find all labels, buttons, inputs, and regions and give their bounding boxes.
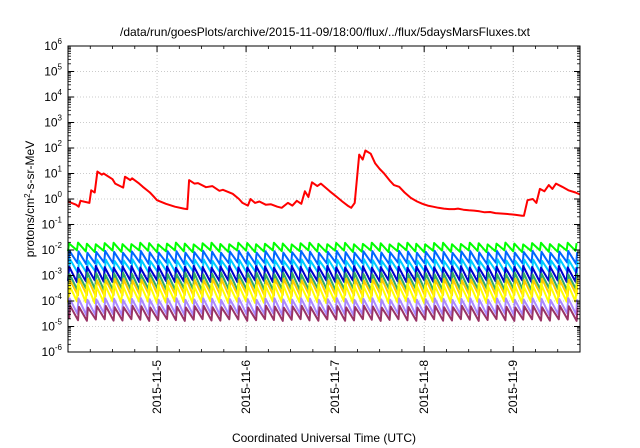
y-tick-base: 10 — [44, 192, 58, 206]
x-tick-label: 2015-11-7 — [328, 360, 342, 414]
y-tick-base: 10 — [42, 320, 56, 334]
y-tick-label: 10-3 — [42, 267, 63, 283]
sawtooth-series-line — [67, 282, 578, 305]
y-tick-label: 104 — [44, 88, 62, 104]
sawtooth-series-line — [67, 264, 578, 284]
y-tick-base: 10 — [44, 90, 58, 104]
y-axis-label-superscript: 2 — [23, 193, 32, 198]
y-tick-label: 103 — [44, 114, 62, 130]
y-tick-exponent: 4 — [58, 88, 63, 97]
y-tick-label: 100 — [44, 190, 62, 206]
sawtooth-series-line — [67, 297, 579, 317]
x-axis-ticks: 2015-11-5 2015-11-6 2015-11-7 2015-11-8 2015… — [89, 46, 581, 414]
y-tick-label: 106 — [44, 37, 62, 53]
y-tick-label: 10-5 — [42, 318, 63, 334]
sawtooth-series-line — [67, 249, 579, 266]
y-tick-exponent: 6 — [58, 37, 63, 46]
x-tick-label: 2015-11-9 — [506, 360, 520, 414]
y-tick-label: 10-4 — [42, 292, 63, 308]
y-tick-base: 10 — [42, 269, 56, 283]
sawtooth-series-line — [68, 304, 579, 322]
y-tick-base: 10 — [44, 167, 58, 181]
y-tick-exponent: 3 — [58, 114, 63, 123]
y-axis-ticks: 10-610-510-410-310-210-11001011021031041… — [42, 37, 580, 359]
y-tick-exponent: -6 — [55, 343, 63, 352]
y-tick-exponent: -2 — [55, 241, 63, 250]
y-tick-exponent: -1 — [55, 216, 63, 225]
x-tick-label: 2015-11-6 — [239, 360, 253, 414]
y-axis-label-unit: -s-sr-MeV — [23, 141, 37, 194]
chart-title: /data/run/goesPlots/archive/2015-11-09/1… — [120, 25, 531, 39]
y-tick-base: 10 — [44, 116, 58, 130]
x-axis-label: Coordinated Universal Time (UTC) — [232, 431, 416, 445]
y-tick-label: 10-2 — [42, 241, 63, 257]
y-tick-exponent: 0 — [58, 190, 63, 199]
y-tick-base: 10 — [44, 65, 58, 79]
y-tick-base: 10 — [44, 141, 58, 155]
x-tick-label: 2015-11-5 — [150, 360, 164, 414]
y-tick-label: 10-1 — [42, 216, 63, 232]
y-tick-base: 10 — [44, 39, 58, 53]
y-axis-label: protons/cm2-s-sr-MeV — [23, 141, 38, 257]
y-tick-exponent: 5 — [58, 63, 63, 72]
y-tick-label: 10-6 — [42, 343, 63, 359]
y-tick-base: 10 — [42, 218, 56, 232]
y-tick-exponent: 2 — [58, 139, 63, 148]
y-tick-base: 10 — [42, 345, 56, 359]
y-axis-label-main: protons/cm — [23, 198, 37, 257]
y-tick-label: 101 — [44, 165, 62, 181]
sawtooth-series-line — [68, 258, 579, 275]
sawtooth-series-line — [67, 271, 579, 292]
y-tick-base: 10 — [42, 243, 56, 257]
sawtooth-series-line — [67, 241, 578, 254]
y-tick-base: 10 — [42, 294, 56, 308]
y-tick-exponent: -4 — [55, 292, 63, 301]
y-tick-label: 102 — [44, 139, 62, 155]
y-tick-exponent: -5 — [55, 318, 63, 327]
y-tick-exponent: -3 — [55, 267, 63, 276]
series-layer — [67, 149, 581, 322]
y-tick-exponent: 1 — [58, 165, 63, 174]
red-series-line — [67, 149, 581, 217]
y-tick-label: 105 — [44, 63, 62, 79]
x-tick-label: 2015-11-8 — [417, 360, 431, 414]
